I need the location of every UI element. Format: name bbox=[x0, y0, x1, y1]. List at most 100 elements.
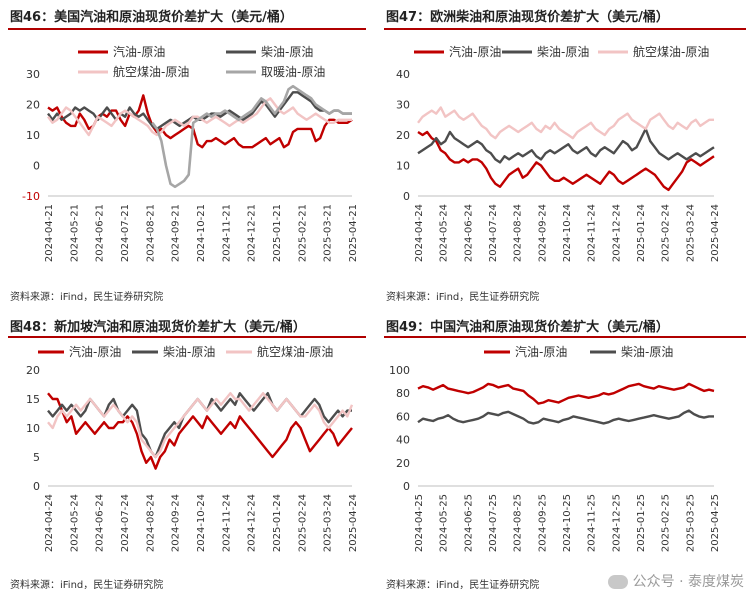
figure-46-title: 图46：美国汽油和原油现货价差扩大（美元/桶） bbox=[10, 10, 293, 25]
series-line-1 bbox=[417, 382, 715, 405]
wechat-icon bbox=[607, 575, 628, 589]
y-tick-label: 20 bbox=[26, 364, 40, 377]
x-tick-label: 2025-03-25 bbox=[685, 494, 696, 552]
x-tick-label: 2024-07-24 bbox=[488, 204, 499, 262]
x-tick-label: 2025-02-24 bbox=[297, 494, 308, 552]
legend-label: 汽油-原油 bbox=[69, 344, 121, 359]
legend-label: 航空煤油-原油 bbox=[633, 44, 709, 59]
title-rule bbox=[8, 336, 366, 338]
series-line-2 bbox=[417, 409, 714, 425]
x-tick-label: 2024-04-21 bbox=[44, 204, 55, 262]
y-tick-label: 15 bbox=[26, 393, 40, 406]
figure-47-title: 图47：欧洲柴油和原油现货价差扩大（美元/桶） bbox=[386, 10, 669, 25]
y-tick-label: 100 bbox=[389, 364, 410, 377]
x-tick-label: 2024-10-24 bbox=[562, 204, 573, 262]
figure-47-panel: 图47：欧洲柴油和原油现货价差扩大（美元/桶） 0 10 20 30 40 2024-04… bbox=[384, 6, 746, 303]
x-tick-label: 2025-04-24 bbox=[710, 204, 721, 262]
x-tick-label: 2024-11-24 bbox=[221, 494, 232, 552]
y-tick-label: 0 bbox=[403, 190, 410, 203]
y-tick-label: 20 bbox=[26, 99, 40, 112]
x-tick-label: 2024-12-24 bbox=[611, 204, 622, 262]
y-tick-label: 10 bbox=[26, 422, 40, 435]
x-tick-label: 2024-07-24 bbox=[120, 494, 131, 552]
legend-label: 汽油-原油 bbox=[113, 44, 165, 59]
x-tick-label: 2024-05-25 bbox=[439, 494, 450, 552]
series-line-2 bbox=[417, 127, 715, 164]
x-tick-label: 2024-10-25 bbox=[562, 494, 573, 552]
x-tick-label: 2024-09-21 bbox=[171, 204, 182, 262]
x-tick-label: 2025-01-25 bbox=[636, 494, 647, 552]
x-tick-label: 2024-08-25 bbox=[513, 494, 524, 552]
title-rule bbox=[8, 28, 366, 30]
x-tick-label: 2024-09-24 bbox=[171, 494, 182, 552]
x-tick-label: 2024-12-25 bbox=[611, 494, 622, 552]
x-tick-label: 2024-05-24 bbox=[69, 494, 80, 552]
figure-48-title: 图48：新加坡汽油和原油现货价差扩大（美元/桶） bbox=[10, 320, 306, 335]
series-line-3 bbox=[417, 106, 714, 140]
y-tick-label: 5 bbox=[33, 451, 40, 464]
x-tick-label: 2024-06-25 bbox=[463, 494, 474, 552]
figure-49-panel: 图49：中国汽油和原油现货价差扩大（美元/桶） 0 20 40 60 80 100 2024… bbox=[384, 316, 746, 594]
x-tick-label: 2024-08-21 bbox=[145, 204, 156, 262]
x-tick-label: 2025-01-21 bbox=[272, 204, 283, 262]
series-line-3 bbox=[47, 392, 354, 459]
source-note: 资料来源：iFind，民生证券研究院 bbox=[386, 580, 540, 591]
x-tick-label: 2024-04-25 bbox=[414, 494, 425, 552]
source-note: 资料来源：iFind，民生证券研究院 bbox=[10, 292, 164, 303]
x-tick-label: 2025-04-25 bbox=[710, 494, 721, 552]
legend-label: 取暖油-原油 bbox=[261, 65, 325, 79]
series-line-4 bbox=[151, 84, 352, 189]
figure-49-chart: 0 20 40 60 80 100 2024-04-25 2024-05-25 2024-06-… bbox=[389, 344, 721, 552]
x-tick-label: 2024-08-24 bbox=[513, 204, 524, 262]
watermark-text: 公众号 · 泰度煤炭 bbox=[632, 574, 744, 590]
y-tick-label: 0 bbox=[403, 480, 410, 493]
figure-49-title: 图49：中国汽油和原油现货价差扩大（美元/桶） bbox=[386, 320, 669, 335]
x-tick-label: 2025-03-24 bbox=[685, 204, 696, 262]
y-tick-label: 20 bbox=[396, 129, 410, 142]
y-tick-label: 40 bbox=[396, 434, 410, 447]
x-tick-label: 2024-11-25 bbox=[587, 494, 598, 552]
x-tick-label: 2025-03-24 bbox=[323, 494, 334, 552]
y-tick-label: 40 bbox=[396, 68, 410, 81]
x-tick-label: 2025-02-24 bbox=[661, 204, 672, 262]
x-tick-label: 2024-12-21 bbox=[247, 204, 258, 262]
x-tick-label: 2024-12-24 bbox=[247, 494, 258, 552]
x-tick-label: 2024-06-24 bbox=[95, 494, 106, 552]
watermark: 公众号 · 泰度煤炭 bbox=[607, 571, 744, 591]
y-tick-label: 10 bbox=[26, 129, 40, 142]
figure-46-chart: -10 0 10 20 30 2024-04-21 2024-05-21 2024-06-21… bbox=[22, 44, 359, 262]
y-tick-label: -10 bbox=[22, 190, 40, 203]
x-tick-label: 2024-05-24 bbox=[439, 204, 450, 262]
y-tick-label: 20 bbox=[396, 457, 410, 470]
figure-46-panel: 图46：美国汽油和原油现货价差扩大（美元/桶） -10 0 10 20 30 2024-0… bbox=[8, 6, 366, 303]
x-tick-label: 2024-11-21 bbox=[221, 204, 232, 262]
legend-label: 柴油-原油 bbox=[261, 45, 313, 59]
title-rule bbox=[384, 28, 746, 30]
x-tick-label: 2024-06-24 bbox=[463, 204, 474, 262]
x-tick-label: 2024-06-21 bbox=[95, 204, 106, 262]
series-line-1 bbox=[47, 94, 353, 149]
x-tick-label: 2024-04-24 bbox=[414, 204, 425, 262]
legend-label: 柴油-原油 bbox=[537, 45, 589, 59]
legend-label: 汽油-原油 bbox=[449, 44, 501, 59]
source-note: 资料来源：iFind，民生证券研究院 bbox=[386, 292, 540, 303]
x-tick-label: 2024-05-21 bbox=[69, 204, 80, 262]
legend-label: 航空煤油-原油 bbox=[257, 344, 333, 359]
x-tick-label: 2024-08-24 bbox=[145, 494, 156, 552]
x-tick-label: 2024-11-24 bbox=[587, 204, 598, 262]
y-tick-label: 0 bbox=[33, 480, 40, 493]
x-tick-label: 2024-07-21 bbox=[120, 204, 131, 262]
legend-label: 航空煤油-原油 bbox=[113, 64, 189, 79]
source-note: 资料来源：iFind，民生证券研究院 bbox=[10, 580, 164, 591]
legend-label: 汽油-原油 bbox=[515, 344, 567, 359]
series-line-1 bbox=[417, 130, 715, 192]
x-tick-label: 2025-04-21 bbox=[348, 204, 359, 262]
title-rule bbox=[384, 336, 746, 338]
figure-48-panel: 图48：新加坡汽油和原油现货价差扩大（美元/桶） 0 5 10 15 20 2024-04… bbox=[8, 316, 366, 594]
x-tick-label: 2024-07-25 bbox=[488, 494, 499, 552]
y-tick-label: 10 bbox=[396, 160, 410, 173]
x-tick-label: 2025-04-24 bbox=[348, 494, 359, 552]
figure-48-chart: 0 5 10 15 20 2024-04-24 2024-05-24 2024-06-24 20… bbox=[26, 344, 359, 552]
x-tick-label: 2025-01-24 bbox=[636, 204, 647, 262]
y-tick-label: 30 bbox=[26, 68, 40, 81]
